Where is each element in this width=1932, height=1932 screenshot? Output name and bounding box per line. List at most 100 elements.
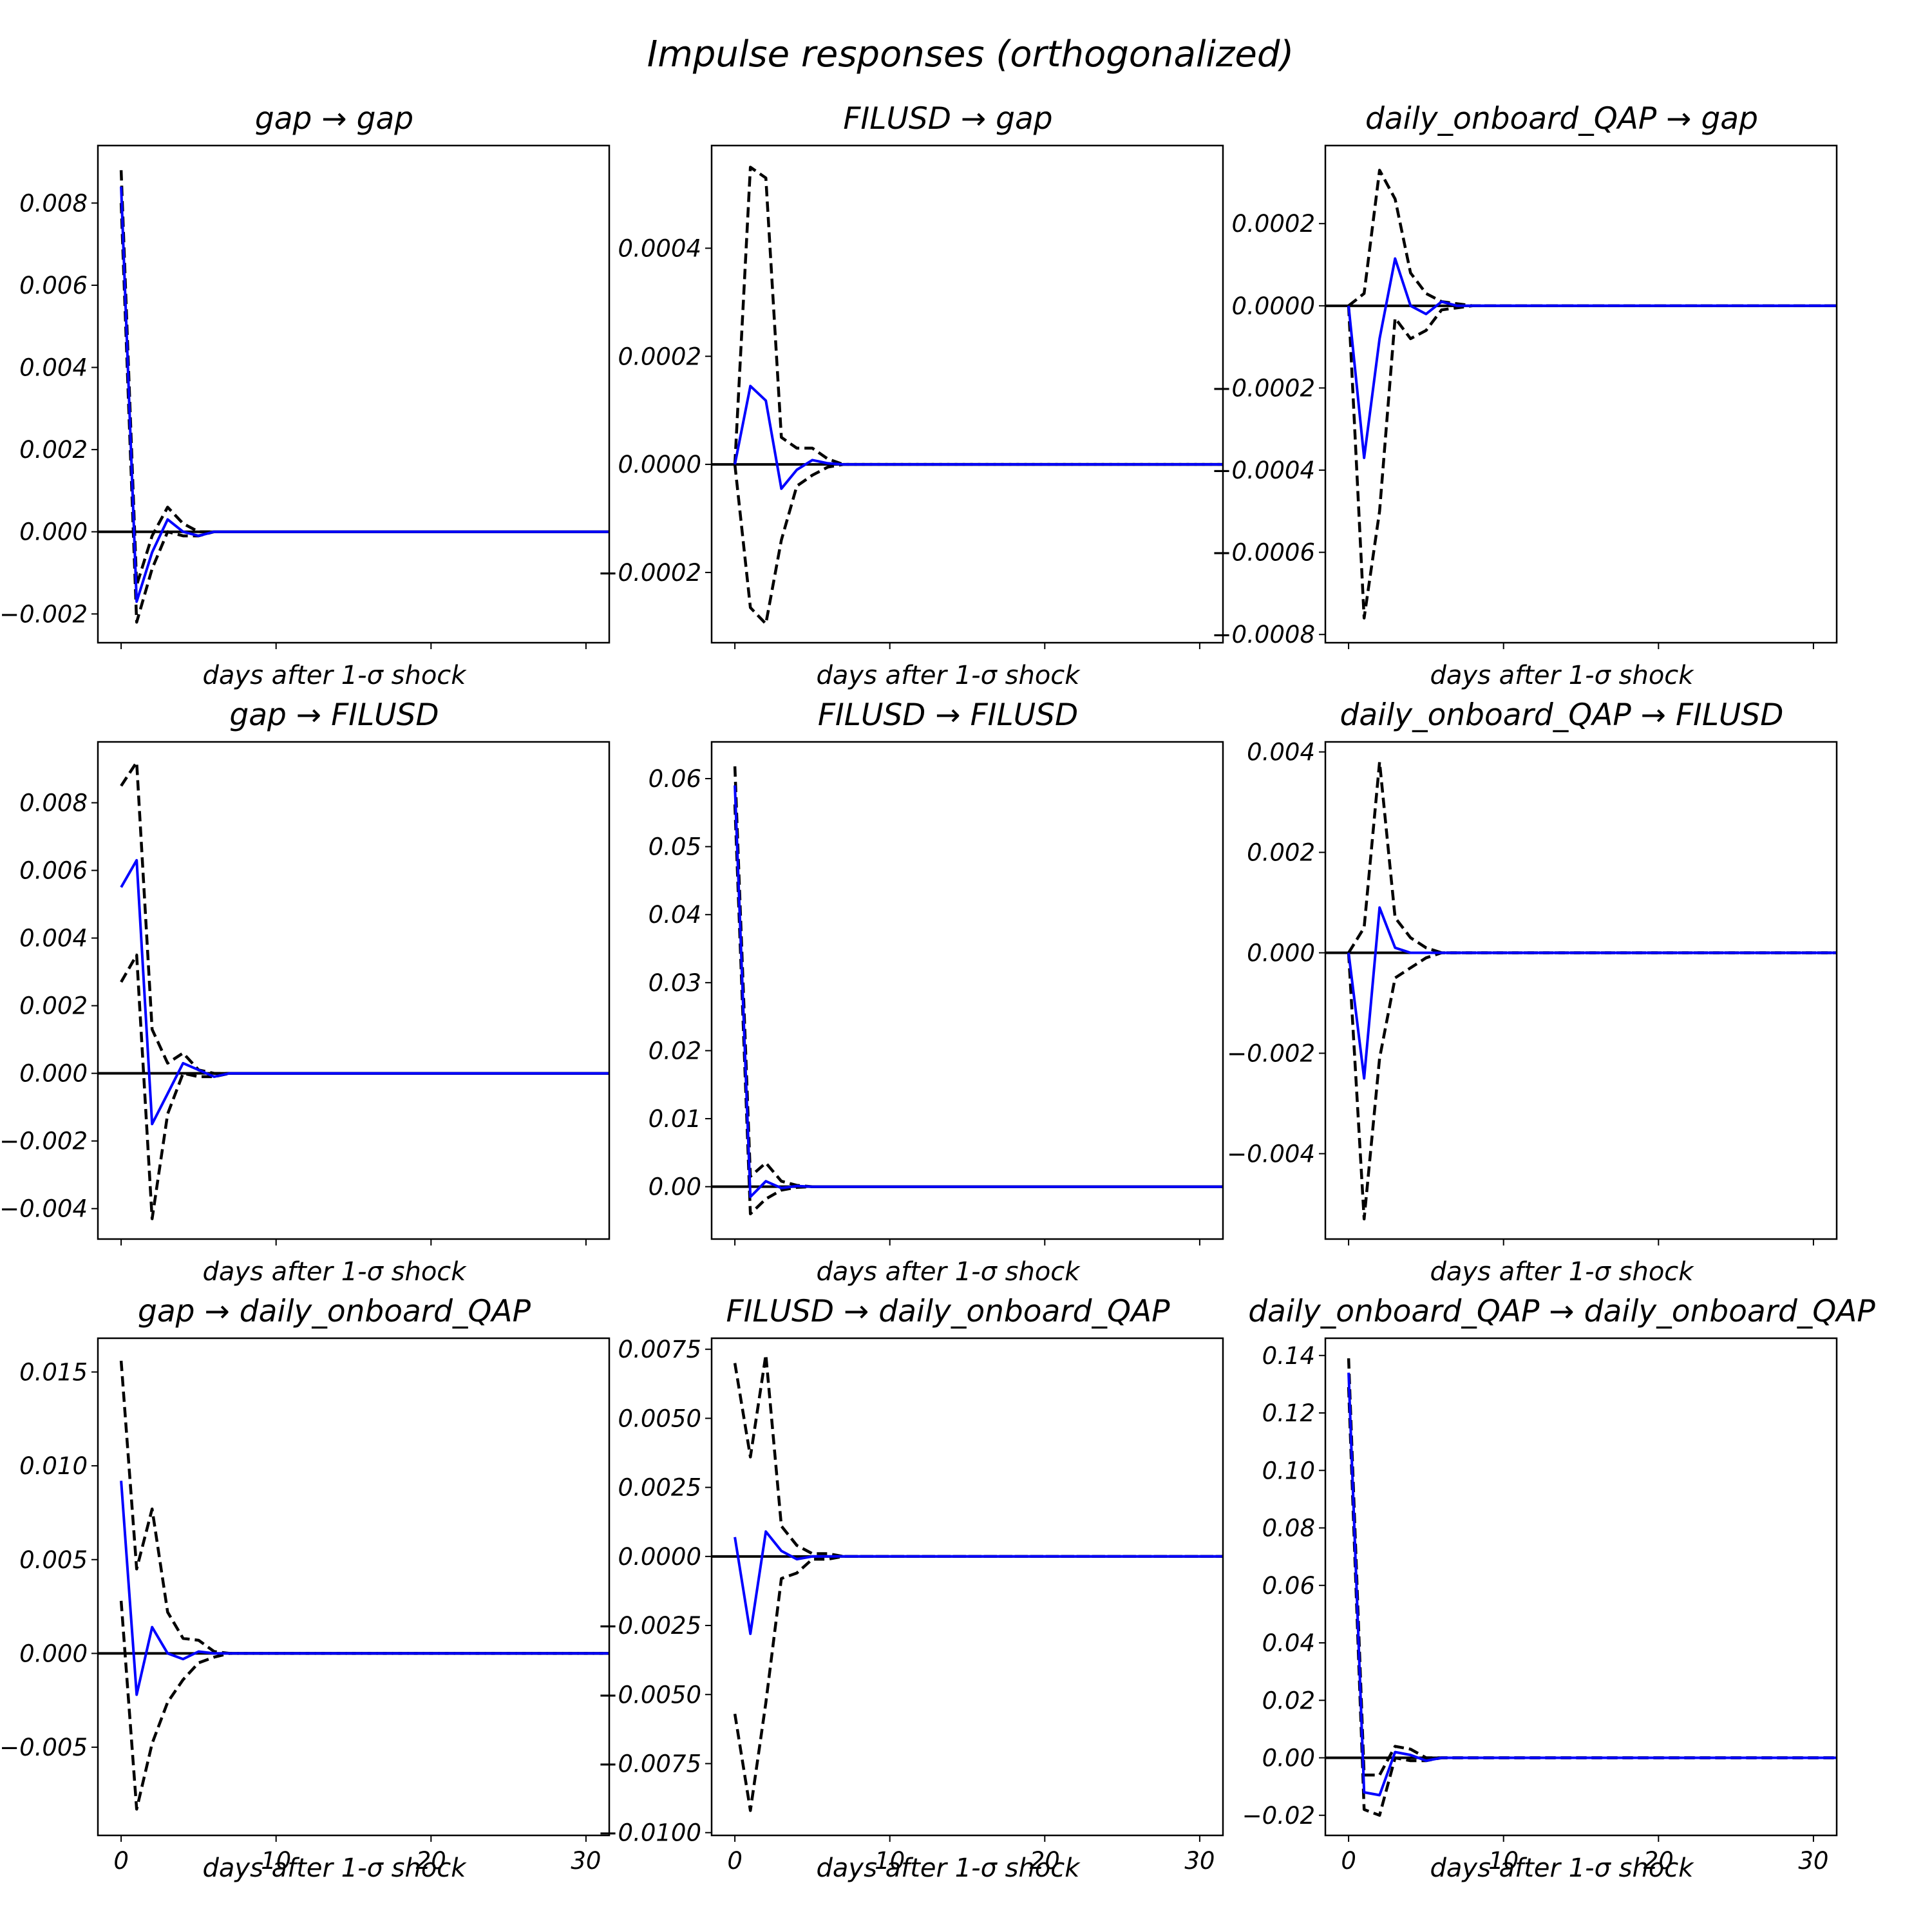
response-line [1347, 1372, 1837, 1797]
x-tick-label: 20 [1030, 1847, 1060, 1875]
x-axis-label: days after 1-σ shock [1430, 1257, 1695, 1287]
panel-1: gap → gap days after 1-σ shock −0.002 0.000… [0, 101, 611, 690]
axes-frame [1324, 1337, 1838, 1837]
figure-title: Impulse responses (orthogonalized) [647, 33, 1294, 75]
axes-frame [710, 1337, 1224, 1837]
y-tick-label: −0.0008 [1212, 621, 1315, 649]
y-tick-label: 0.004 [19, 925, 88, 952]
plot-area [98, 170, 609, 624]
y-tick-label: 0.02 [1262, 1687, 1315, 1714]
y-tick-label: −0.0050 [598, 1681, 701, 1709]
y-tick-label: 0.0000 [618, 451, 701, 478]
response-line [1347, 257, 1837, 459]
y-tick-label: −0.0004 [1212, 457, 1315, 484]
panel-title: FILUSD → daily_onboard_QAP [726, 1294, 1171, 1329]
x-axis-label: days after 1-σ shock [817, 1257, 1081, 1287]
y-tick-label: 0.01 [649, 1105, 701, 1133]
panel-title: daily_onboard_QAP → daily_onboard_QAP [1248, 1294, 1875, 1329]
x-tick-label: 20 [1643, 1847, 1674, 1875]
x-tick-label: 30 [1184, 1847, 1215, 1875]
y-tick-label: 0.004 [19, 354, 88, 382]
y-tick-label: 0.008 [19, 189, 88, 217]
plot-area [98, 761, 609, 1220]
y-tick-label: −0.002 [0, 600, 88, 628]
response-line [1347, 906, 1837, 1080]
y-tick-label: −0.004 [1227, 1140, 1315, 1168]
panel-9: daily_onboard_QAP → daily_onboard_QAPday… [1242, 1294, 1876, 1883]
y-tick-label: 0.00 [1262, 1745, 1315, 1772]
y-tick-label: 0.03 [649, 969, 701, 997]
x-tick-label: 0 [727, 1847, 743, 1875]
x-axis-label: days after 1-σ shock [203, 1853, 468, 1883]
panel-6: daily_onboard_QAP → FILUSD days after 1-σ… [1227, 697, 1838, 1287]
y-tick-label: −0.0002 [1212, 374, 1315, 402]
y-tick-label: 0.015 [19, 1358, 88, 1386]
y-tick-label: 0.000 [19, 1060, 88, 1088]
y-tick-label: 0.02 [649, 1037, 701, 1065]
axes-frame [97, 1337, 611, 1837]
y-tick-label: −0.0025 [598, 1612, 701, 1640]
plot-area [1325, 169, 1837, 620]
y-tick-label: 0.010 [19, 1452, 88, 1480]
y-tick-label: 0.04 [649, 901, 701, 929]
y-tick-label: 0.10 [1262, 1457, 1315, 1484]
y-tick-label: 0.0000 [618, 1543, 701, 1571]
x-tick-label: 30 [1798, 1847, 1828, 1875]
plot-area [712, 166, 1223, 625]
y-tick-label: 0.0002 [618, 343, 701, 370]
y-tick-label: 0.004 [1247, 739, 1315, 766]
x-tick-label: 20 [416, 1847, 446, 1875]
x-axis-label: days after 1-σ shock [1430, 661, 1695, 690]
y-tick-label: 0.0004 [618, 234, 701, 262]
y-tick-label: −0.0100 [598, 1819, 701, 1847]
plot-area [1325, 1358, 1837, 1817]
y-tick-label: 0.008 [19, 790, 88, 817]
x-tick-label: 0 [1341, 1847, 1356, 1875]
panel-title: FILUSD → gap [843, 101, 1052, 137]
y-tick-label: −0.002 [1227, 1039, 1315, 1067]
y-tick-label: 0.006 [19, 272, 88, 299]
y-tick-label: 0.0075 [618, 1336, 701, 1363]
y-tick-label: −0.0002 [598, 559, 701, 587]
y-tick-label: 0.000 [19, 518, 88, 546]
y-tick-label: 0.0002 [1232, 210, 1315, 238]
y-tick-label: 0.08 [1262, 1515, 1315, 1542]
x-tick-label: 30 [571, 1847, 601, 1875]
y-tick-label: 0.00 [649, 1173, 701, 1201]
axes-frame [97, 741, 611, 1240]
panel-4: gap → FILUSD days after 1-σ shock −0.004 −0… [0, 697, 611, 1287]
y-tick-label: −0.0075 [598, 1750, 701, 1777]
plot-area [712, 1353, 1223, 1812]
y-tick-label: 0.06 [649, 765, 701, 793]
y-tick-label: −0.002 [0, 1128, 88, 1155]
axes-frame [1324, 741, 1838, 1240]
y-tick-label: 0.006 [19, 857, 88, 885]
x-axis-label: days after 1-σ shock [203, 661, 468, 690]
y-tick-label: 0.06 [1262, 1572, 1315, 1600]
panel-title: FILUSD → FILUSD [818, 697, 1078, 733]
response-line [120, 186, 609, 603]
axes-frame [710, 741, 1224, 1240]
axes-frame [1324, 144, 1838, 644]
axes-frame [97, 144, 611, 644]
x-axis-label: days after 1-σ shock [203, 1257, 468, 1287]
y-tick-label: 0.005 [19, 1546, 88, 1574]
panel-title: daily_onboard_QAP → gap [1365, 101, 1758, 137]
y-tick-label: 0.002 [1247, 839, 1315, 867]
y-tick-label: 0.000 [1247, 940, 1315, 967]
y-tick-label: −0.02 [1242, 1802, 1315, 1830]
panel-title: daily_onboard_QAP → FILUSD [1340, 697, 1784, 733]
x-tick-label: 10 [261, 1847, 291, 1875]
panel-2: FILUSD → gap days after 1-σ shock −0.0002 0… [598, 101, 1224, 690]
x-tick-label: 10 [875, 1847, 905, 1875]
response-line [734, 384, 1223, 490]
y-tick-label: −0.005 [0, 1734, 88, 1761]
plot-area [1325, 760, 1837, 1221]
y-tick-label: 0.002 [19, 436, 88, 464]
y-tick-label: −0.0006 [1212, 539, 1315, 567]
y-tick-label: 0.12 [1262, 1399, 1315, 1427]
